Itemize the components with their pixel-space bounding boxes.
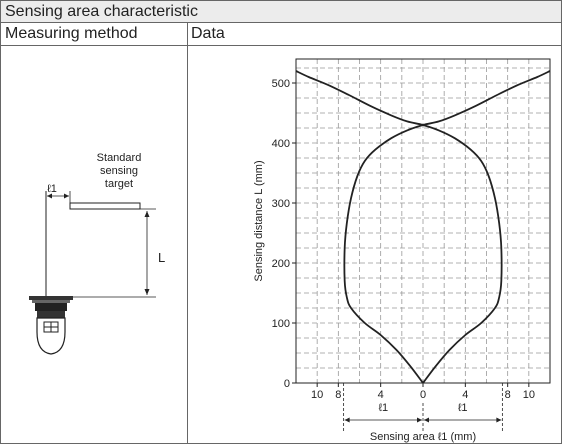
x-tick-label: 8	[335, 389, 341, 401]
width-arrowhead	[344, 417, 350, 423]
chart-axes: 0 100 200 300 400 500 10 8 4 0 4 8 10 ℓ1 ℓ1	[272, 58, 551, 433]
sensing-area-chart: 0 100 200 300 400 500 10 8 4 0 4 8 10 ℓ1 ℓ1 Sensing di…	[253, 58, 551, 443]
x-tick-label: 10	[523, 389, 535, 401]
table-title: Sensing area characteristic	[5, 3, 198, 20]
l-dimension-label: L	[158, 250, 165, 265]
width-arrowhead	[496, 417, 502, 423]
header-row: Measuring method Data	[1, 23, 561, 46]
proximity-sensor-icon	[29, 296, 73, 355]
width-arrowhead	[417, 417, 422, 423]
y-tick-label: 500	[272, 78, 290, 90]
y-tick-label: 400	[272, 138, 290, 150]
y-tick-label: 300	[272, 198, 290, 210]
l1-arrow-left	[47, 193, 52, 199]
sensing-target-plate	[69, 202, 141, 210]
x-tick-label: 4	[378, 389, 384, 401]
l1-arrow-right	[64, 193, 69, 199]
x-axis-label: Sensing area ℓ1 (mm)	[370, 431, 476, 443]
l-arrow-top	[144, 211, 150, 217]
width-label-left: ℓ1	[378, 402, 388, 414]
series-line-1	[295, 70, 503, 384]
chart-curves	[295, 70, 551, 384]
x-tick-label: 4	[462, 389, 468, 401]
series-line-2	[343, 70, 551, 384]
column-divider	[187, 23, 188, 444]
target-label-line-3: target	[105, 178, 133, 190]
y-tick-label: 100	[272, 318, 290, 330]
target-label-line-2: sensing	[100, 165, 138, 177]
width-arrowhead	[424, 417, 429, 423]
l-arrow-bottom	[144, 289, 150, 295]
y-tick-label: 0	[284, 378, 290, 390]
measuring-method-diagram: Standard sensing target ℓ1 L	[29, 152, 165, 355]
target-label-line-1: Standard	[97, 152, 142, 164]
y-tick-label: 200	[272, 258, 290, 270]
x-tick-label: 8	[505, 389, 511, 401]
y-axis-label: Sensing distance L (mm)	[253, 160, 265, 281]
width-label-right: ℓ1	[458, 402, 468, 414]
l1-dimension-label: ℓ1	[47, 183, 57, 195]
column-header-method: Measuring method	[5, 25, 138, 42]
column-header-data: Data	[191, 25, 225, 42]
x-tick-label: 10	[311, 389, 323, 401]
x-tick-label: 0	[420, 389, 426, 401]
title-row: Sensing area characteristic	[1, 1, 561, 23]
chart-grid	[296, 59, 550, 383]
